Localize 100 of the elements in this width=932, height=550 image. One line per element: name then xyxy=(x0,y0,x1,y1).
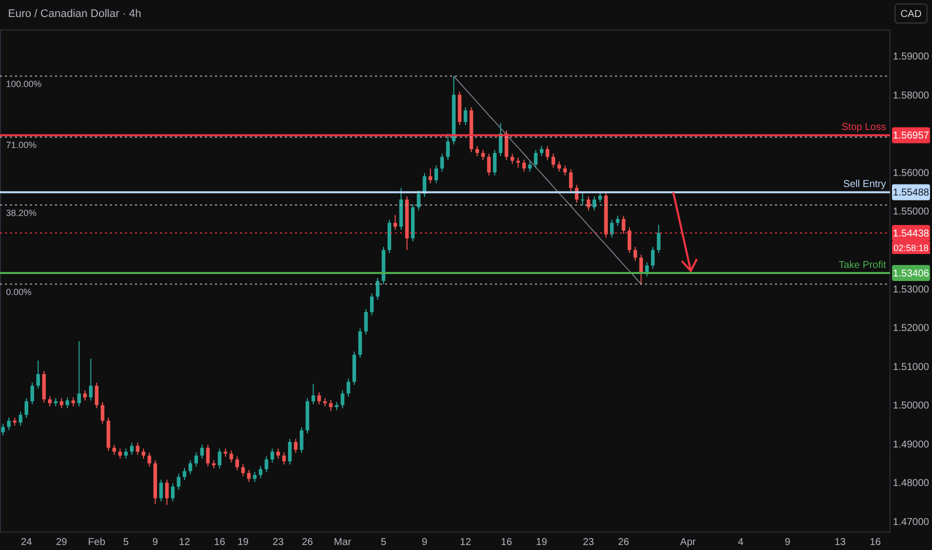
candlestick xyxy=(7,417,11,430)
candlestick xyxy=(89,358,93,401)
x-tick-label: 16 xyxy=(214,537,226,548)
x-tick-label: 29 xyxy=(56,537,68,548)
candlestick xyxy=(77,340,81,407)
candlestick xyxy=(487,153,491,176)
candlestick xyxy=(311,383,316,405)
candlestick xyxy=(440,153,444,172)
candlestick xyxy=(592,196,596,211)
x-tick-label: 24 xyxy=(20,537,32,548)
candlestick xyxy=(540,145,544,157)
candlestick xyxy=(504,130,508,160)
x-tick-label: Mar xyxy=(334,537,352,548)
candlestick xyxy=(475,145,480,157)
candlestick xyxy=(83,390,87,401)
x-tick-label: 9 xyxy=(152,537,158,548)
chart-title: Euro / Canadian Dollar · 4h xyxy=(8,8,142,20)
text: CAD xyxy=(900,9,922,20)
candlestick xyxy=(610,219,614,238)
candlestick xyxy=(464,106,468,126)
candlestick xyxy=(230,450,234,464)
candlestick xyxy=(628,226,632,254)
y-tick-label: 1.56000 xyxy=(892,168,930,179)
candlestick xyxy=(516,157,520,168)
candlestick xyxy=(235,456,239,471)
x-tick-label: 16 xyxy=(870,537,882,548)
candlestick xyxy=(294,438,298,454)
candlestick xyxy=(422,172,426,198)
annotation: 1.53406 xyxy=(892,268,930,280)
annotation: 1.55488 xyxy=(892,188,930,199)
candlestick xyxy=(300,426,304,454)
candlestick xyxy=(194,452,198,467)
candlestick xyxy=(288,438,292,465)
x-tick-label: 19 xyxy=(237,537,250,548)
candlestick xyxy=(100,402,104,424)
annotation: 1.54438 xyxy=(892,228,930,240)
candlestick xyxy=(60,398,64,409)
candlestick xyxy=(528,161,532,172)
candlestick xyxy=(651,246,655,270)
candlestick xyxy=(66,396,70,409)
candlestick xyxy=(282,452,286,465)
candlestick xyxy=(188,460,192,475)
candlestick xyxy=(206,444,210,467)
x-tick-label: 23 xyxy=(272,537,284,548)
candlestick xyxy=(546,145,550,160)
candlestick xyxy=(264,456,268,473)
annotation: 38.20% xyxy=(6,208,37,218)
x-tick-label: Feb xyxy=(88,537,106,548)
y-tick-label: 1.59000 xyxy=(892,51,930,62)
y-tick-label: 1.47000 xyxy=(892,517,930,528)
x-tick-label: 19 xyxy=(536,537,548,548)
candlestick xyxy=(639,254,643,285)
candlestick xyxy=(364,308,368,336)
line-series xyxy=(453,76,642,285)
x-tick-label: 26 xyxy=(302,537,314,548)
candlestick xyxy=(358,328,362,358)
candlestick xyxy=(247,469,251,482)
candlestick xyxy=(36,360,40,390)
ref-line-label: Stop Loss xyxy=(842,122,886,134)
x-tick-label: 5 xyxy=(123,537,130,548)
x-tick-label: 4 xyxy=(738,537,744,548)
candlestick xyxy=(586,196,590,211)
text: 02:58:18 xyxy=(893,242,929,253)
x-tick-label: 13 xyxy=(834,537,846,548)
candlestick xyxy=(24,398,28,418)
candlestick xyxy=(1,423,5,436)
candlestick xyxy=(124,448,128,460)
x-tick-label: 26 xyxy=(618,537,630,548)
y-tick-label: 1.58000 xyxy=(892,90,930,102)
candlestick xyxy=(598,191,602,204)
ref-line-label: Take Profit xyxy=(838,260,886,272)
candlestick xyxy=(276,448,280,460)
candlestick xyxy=(481,149,485,160)
candlestick xyxy=(329,400,333,412)
candlestick xyxy=(370,292,374,316)
annotation: 1.56957 xyxy=(892,130,930,142)
candlestick xyxy=(416,190,420,211)
candlestick xyxy=(130,442,134,456)
candlestick xyxy=(317,392,321,405)
candlestick xyxy=(159,479,163,502)
candlestick xyxy=(218,448,222,469)
candlestick xyxy=(136,442,140,456)
x-tick-label: 5 xyxy=(380,537,387,548)
candlestick xyxy=(446,133,450,160)
candlestick xyxy=(434,164,438,184)
y-tick-label: 1.49000 xyxy=(892,439,930,450)
candlestick xyxy=(346,378,350,398)
candlestick xyxy=(557,161,561,172)
annotation: 71.00% xyxy=(6,140,37,150)
x-tick-label: 9 xyxy=(784,537,791,548)
candlestick xyxy=(148,452,152,467)
candlestick xyxy=(252,471,257,482)
candlestick xyxy=(633,246,638,262)
candlestick xyxy=(551,153,556,168)
candlestick xyxy=(200,444,204,460)
candlestick xyxy=(492,149,497,176)
candlestick xyxy=(118,448,122,460)
candlestick xyxy=(176,473,180,490)
x-tick-label: 23 xyxy=(582,537,594,548)
annotation: 0.00% xyxy=(6,287,32,298)
